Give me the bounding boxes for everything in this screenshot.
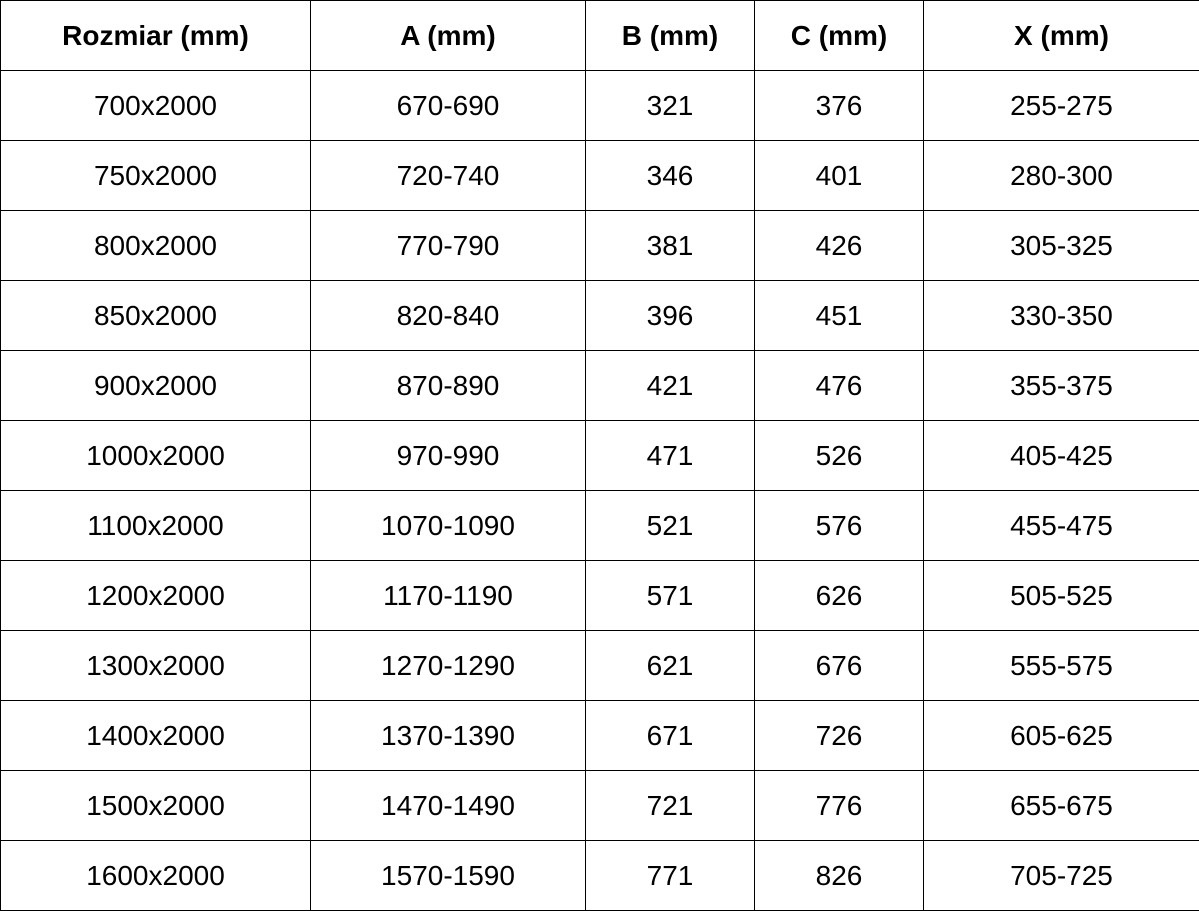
table-row: 1300x2000 1270-1290 621 676 555-575 [0, 630, 1199, 701]
cell-x: 305-325 [923, 210, 1199, 281]
table-row: 1000x2000 970-990 471 526 405-425 [0, 420, 1199, 491]
cell-x: 605-625 [923, 700, 1199, 771]
table-row: 750x2000 720-740 346 401 280-300 [0, 140, 1199, 211]
cell-x: 505-525 [923, 560, 1199, 631]
cell-x: 555-575 [923, 630, 1199, 701]
table-row: 1600x2000 1570-1590 771 826 705-725 [0, 840, 1199, 911]
cell-c: 426 [754, 210, 924, 281]
cell-x: 705-725 [923, 840, 1199, 911]
cell-size: 1300x2000 [0, 630, 311, 701]
column-header-b: B (mm) [585, 0, 755, 71]
cell-b: 521 [585, 490, 755, 561]
column-header-size: Rozmiar (mm) [0, 0, 311, 71]
cell-c: 526 [754, 420, 924, 491]
cell-a: 870-890 [310, 350, 586, 421]
cell-b: 621 [585, 630, 755, 701]
table-row: 800x2000 770-790 381 426 305-325 [0, 210, 1199, 281]
cell-size: 900x2000 [0, 350, 311, 421]
table-row: 700x2000 670-690 321 376 255-275 [0, 70, 1199, 141]
cell-a: 820-840 [310, 280, 586, 351]
cell-c: 451 [754, 280, 924, 351]
cell-b: 346 [585, 140, 755, 211]
cell-x: 255-275 [923, 70, 1199, 141]
cell-b: 321 [585, 70, 755, 141]
cell-a: 670-690 [310, 70, 586, 141]
cell-b: 771 [585, 840, 755, 911]
cell-size: 1100x2000 [0, 490, 311, 561]
table-row: 850x2000 820-840 396 451 330-350 [0, 280, 1199, 351]
column-header-a: A (mm) [310, 0, 586, 71]
cell-c: 401 [754, 140, 924, 211]
cell-a: 970-990 [310, 420, 586, 491]
cell-b: 671 [585, 700, 755, 771]
cell-c: 626 [754, 560, 924, 631]
cell-size: 800x2000 [0, 210, 311, 281]
cell-a: 1070-1090 [310, 490, 586, 561]
cell-a: 1370-1390 [310, 700, 586, 771]
cell-c: 576 [754, 490, 924, 561]
cell-x: 280-300 [923, 140, 1199, 211]
cell-a: 1270-1290 [310, 630, 586, 701]
table-row: 1500x2000 1470-1490 721 776 655-675 [0, 770, 1199, 841]
cell-c: 376 [754, 70, 924, 141]
cell-size: 1000x2000 [0, 420, 311, 491]
cell-b: 471 [585, 420, 755, 491]
column-header-x: X (mm) [923, 0, 1199, 71]
cell-c: 476 [754, 350, 924, 421]
cell-a: 1570-1590 [310, 840, 586, 911]
cell-c: 676 [754, 630, 924, 701]
cell-b: 396 [585, 280, 755, 351]
cell-a: 1170-1190 [310, 560, 586, 631]
cell-size: 1600x2000 [0, 840, 311, 911]
cell-x: 405-425 [923, 420, 1199, 491]
cell-a: 770-790 [310, 210, 586, 281]
cell-size: 700x2000 [0, 70, 311, 141]
cell-x: 355-375 [923, 350, 1199, 421]
cell-b: 571 [585, 560, 755, 631]
cell-x: 330-350 [923, 280, 1199, 351]
cell-b: 421 [585, 350, 755, 421]
cell-size: 750x2000 [0, 140, 311, 211]
cell-x: 655-675 [923, 770, 1199, 841]
cell-size: 1400x2000 [0, 700, 311, 771]
cell-c: 726 [754, 700, 924, 771]
cell-b: 721 [585, 770, 755, 841]
cell-c: 776 [754, 770, 924, 841]
table-row: 1200x2000 1170-1190 571 626 505-525 [0, 560, 1199, 631]
header-row: Rozmiar (mm) A (mm) B (mm) C (mm) X (mm) [0, 0, 1199, 71]
table-row: 1100x2000 1070-1090 521 576 455-475 [0, 490, 1199, 561]
table-row: 1400x2000 1370-1390 671 726 605-625 [0, 700, 1199, 771]
cell-size: 1200x2000 [0, 560, 311, 631]
cell-size: 1500x2000 [0, 770, 311, 841]
column-header-c: C (mm) [754, 0, 924, 71]
table-row: 900x2000 870-890 421 476 355-375 [0, 350, 1199, 421]
cell-a: 1470-1490 [310, 770, 586, 841]
cell-x: 455-475 [923, 490, 1199, 561]
cell-size: 850x2000 [0, 280, 311, 351]
cell-a: 720-740 [310, 140, 586, 211]
cell-b: 381 [585, 210, 755, 281]
cell-c: 826 [754, 840, 924, 911]
